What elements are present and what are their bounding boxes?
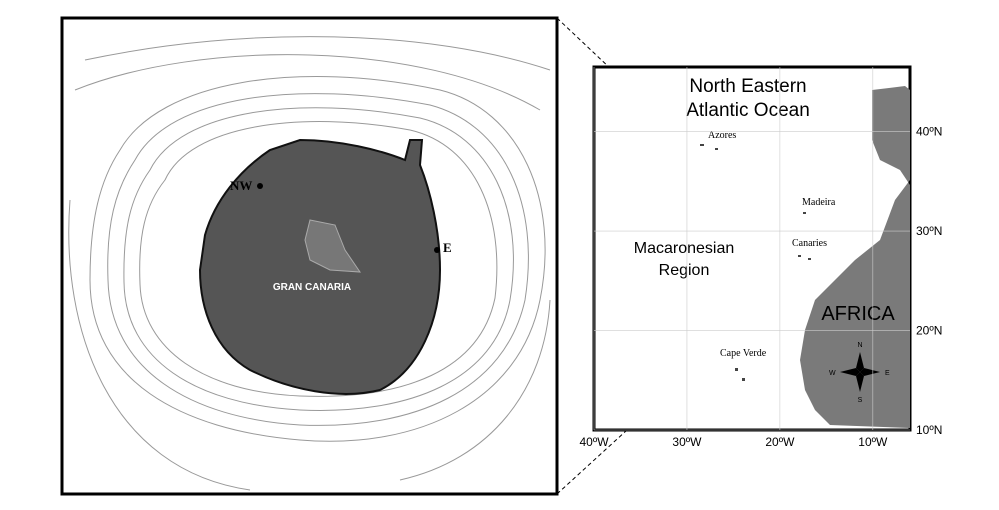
- site-label: E: [443, 240, 452, 255]
- ocean-label: Atlantic Ocean: [686, 100, 810, 121]
- y-tick-label: 40ºN: [916, 125, 942, 139]
- site-nw: [257, 183, 263, 189]
- land: [800, 86, 910, 428]
- contours: [68, 36, 551, 491]
- compass: N S E W: [829, 342, 890, 404]
- y-tick-label: 20ºN: [916, 324, 942, 338]
- x-tick-label: 20ºW: [765, 435, 795, 449]
- site-e: [434, 247, 440, 253]
- place-label: Azores: [708, 130, 736, 141]
- island-label: GRAN CANARIA: [273, 282, 351, 293]
- x-tick-label: 10ºW: [858, 435, 888, 449]
- place-label: Cape Verde: [720, 348, 767, 359]
- y-tick-label: 10ºN: [916, 423, 942, 437]
- place-label: Canaries: [792, 238, 827, 249]
- ocean-label: North Eastern: [689, 76, 806, 97]
- island-peak: [304, 219, 361, 273]
- compass-label: N: [857, 342, 862, 349]
- island: [198, 138, 442, 395]
- compass-label: E: [885, 370, 890, 377]
- map: North Eastern Atlantic Ocean Macaronesia…: [592, 65, 912, 432]
- islands: [700, 144, 811, 381]
- continent-label: AFRICA: [821, 303, 895, 325]
- region-label: Region: [659, 262, 710, 279]
- compass-label: W: [829, 370, 836, 377]
- region-label: Macaronesian: [634, 240, 735, 257]
- place-label: Madeira: [802, 197, 836, 208]
- site-label: NW: [230, 178, 252, 193]
- y-tick-label: 30ºN: [916, 224, 942, 238]
- compass-label: S: [858, 397, 863, 404]
- x-tick-label: 30ºW: [672, 435, 702, 449]
- x-tick-label: 40ºW: [579, 435, 609, 449]
